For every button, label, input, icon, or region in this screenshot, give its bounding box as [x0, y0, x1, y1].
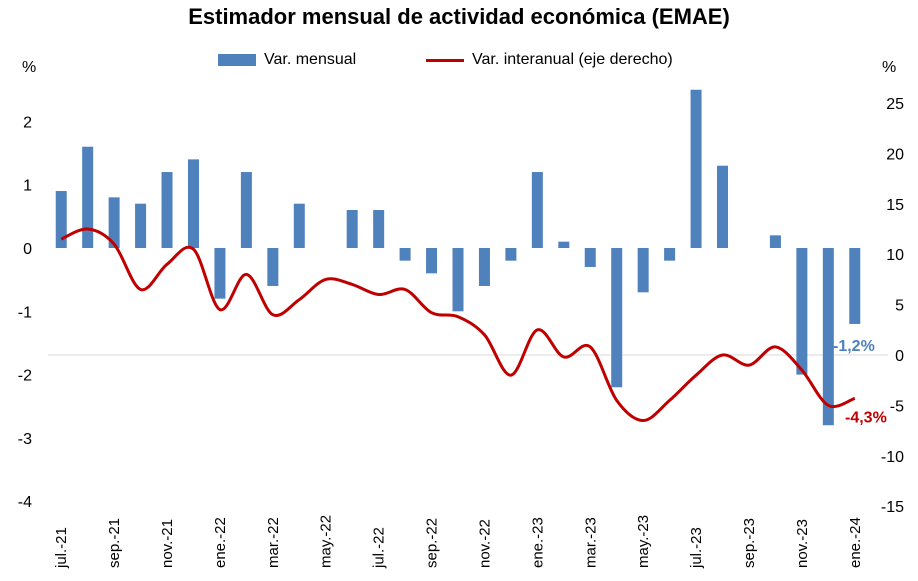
x-tick-label: ene.-24	[847, 517, 864, 568]
x-tick-label: jul.-23	[688, 527, 705, 569]
right-tick-label: -5	[890, 398, 904, 415]
x-tick-label: ene.-22	[212, 517, 229, 568]
bar-sep.-21	[108, 197, 120, 248]
bar-abr.-22	[293, 203, 305, 248]
x-tick-label: sep.-21	[106, 518, 123, 568]
left-tick-label: -2	[18, 368, 32, 385]
right-tick-label: 20	[886, 146, 904, 163]
right-tick-label: -10	[881, 449, 904, 466]
bar-jul.-23	[690, 89, 702, 248]
right-tick-label: 15	[886, 197, 904, 214]
bar-abr.-23	[611, 248, 623, 388]
bar-dic.-23	[822, 248, 834, 426]
chart-title: Estimador mensual de actividad económica…	[188, 4, 730, 29]
left-tick-label: -4	[18, 494, 32, 511]
annotation-var-interanual: -4,3%	[845, 409, 887, 426]
bar-mar.-23	[584, 248, 596, 267]
x-tick-label: ene.-23	[529, 517, 546, 568]
left-axis-ticks: 2 1 0 -1 -2 -3 -4	[18, 114, 32, 511]
bar-nov.-23	[796, 248, 808, 375]
bar-oct.-21	[135, 203, 147, 248]
line-series	[60, 227, 856, 422]
x-tick-label: may.-23	[635, 515, 652, 568]
x-tick-label: sep.-23	[741, 518, 758, 568]
bar-dic.-22	[505, 248, 517, 261]
bar-sep.-22	[426, 248, 438, 274]
right-axis-ticks: 25 20 15 10 5 0 -5 -10 -15	[881, 96, 904, 516]
bar-ago.-21	[82, 146, 94, 248]
annotations: -1,2% -4,3%	[833, 338, 887, 426]
legend-item-var-interanual: Var. interanual (eje derecho)	[426, 51, 673, 69]
annotation-var-mensual: -1,2%	[833, 338, 875, 355]
bar-jun.-22	[346, 210, 358, 248]
right-tick-label: -15	[881, 499, 904, 516]
x-axis-ticks: jul.-21 sep.-21 nov.-21 ene.-22 mar.-22 may.-…	[53, 515, 864, 569]
bar-ene.-23	[531, 172, 543, 248]
bar-feb.-22	[240, 172, 252, 248]
right-tick-label: 5	[895, 298, 904, 315]
bar-feb.-23	[558, 241, 570, 248]
left-axis-unit: %	[22, 59, 37, 76]
right-tick-label: 0	[895, 348, 904, 365]
x-tick-label: jul.-22	[371, 527, 388, 569]
left-tick-label: 0	[23, 241, 32, 258]
bar-oct.-23	[769, 235, 781, 248]
x-tick-label: mar.-23	[582, 517, 599, 568]
bar-series	[55, 89, 861, 426]
bar-nov.-21	[161, 172, 173, 248]
left-tick-label: -1	[18, 304, 32, 321]
x-tick-label: nov.-21	[159, 519, 176, 568]
x-tick-label: may.-22	[318, 515, 335, 568]
left-tick-label: 2	[23, 114, 32, 131]
left-tick-label: -3	[18, 431, 32, 448]
bar-ene.-24	[849, 248, 861, 324]
x-tick-label: nov.-22	[476, 519, 493, 568]
line-var-interanual	[60, 227, 856, 422]
bar-may.-23	[637, 248, 649, 293]
legend-swatch-bar	[218, 54, 256, 66]
bar-nov.-22	[478, 248, 490, 286]
bar-jul.-22	[373, 210, 385, 248]
legend-item-var-mensual: Var. mensual	[218, 51, 356, 69]
x-tick-label: jul.-21	[53, 527, 70, 569]
bar-dic.-21	[187, 159, 199, 248]
left-tick-label: 1	[23, 178, 32, 195]
legend-swatch-line	[426, 58, 464, 62]
bar-oct.-22	[452, 248, 464, 312]
bar-mar.-22	[267, 248, 279, 286]
right-tick-label: 25	[886, 96, 904, 113]
legend-label-var-mensual: Var. mensual	[264, 51, 357, 68]
right-tick-label: 10	[886, 247, 904, 264]
bar-ago.-23	[717, 165, 729, 248]
bar-jul.-21	[55, 191, 67, 248]
bar-jun.-23	[664, 248, 676, 261]
x-tick-label: nov.-23	[794, 519, 811, 568]
legend-label-var-interanual: Var. interanual (eje derecho)	[472, 51, 673, 68]
x-tick-label: mar.-22	[265, 517, 282, 568]
right-axis-unit: %	[882, 59, 897, 76]
x-tick-label: sep.-22	[424, 518, 441, 568]
bar-ago.-22	[399, 248, 411, 261]
bar-ene.-22	[214, 248, 226, 299]
